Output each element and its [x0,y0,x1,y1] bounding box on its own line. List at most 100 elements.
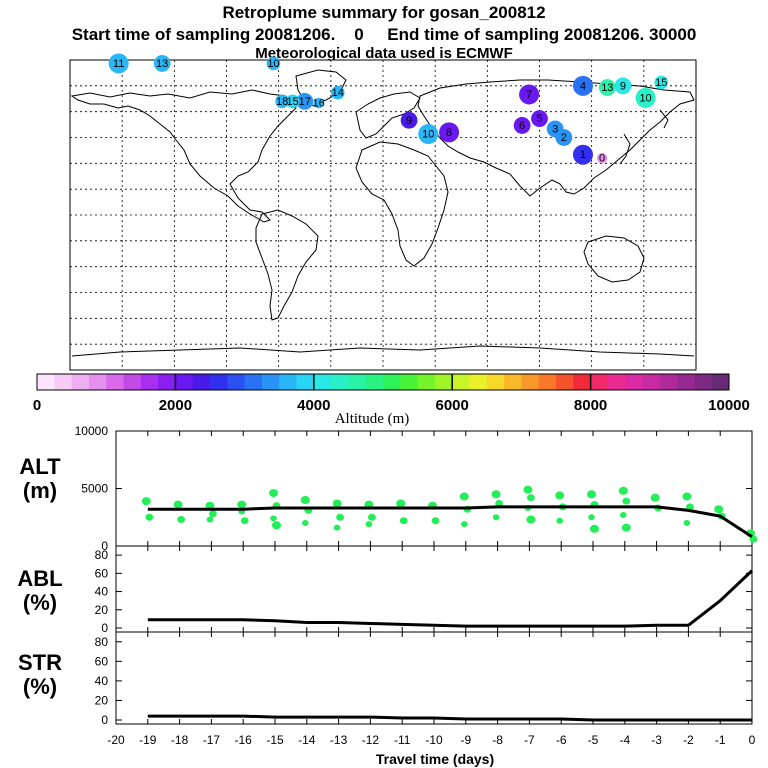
x-tick-label: 0 [749,733,756,747]
colorbar-cell [711,374,730,390]
alt-scatter-point [622,497,631,505]
x-tick-label: -3 [651,733,662,747]
alt-scatter-point [336,513,344,521]
alt-plot: 10000 5000 0 [75,424,758,553]
x-tick-label: -9 [460,733,471,747]
alt-mean-line [147,505,753,539]
colorbar-cell [331,374,349,390]
time-series-panels: ALT (m) ABL (%) STR (%) 10000 5000 0 80 60 4… [17,424,758,767]
sampling-times: Start time of sampling 20081206. 0 End t… [71,25,697,44]
map-point [531,110,548,127]
y-tick-label: 0 [101,621,108,635]
y-tick-label: 60 [95,654,109,668]
map-point-label: 15 [286,96,298,108]
map-point-label: 6 [519,120,525,132]
map-point-label: 10 [639,92,651,104]
colorbar-cell [88,374,107,390]
map-point [313,97,324,109]
map-point [635,87,656,108]
y-tick-label: 20 [95,693,109,707]
colorbar-cell [37,374,55,390]
abl-ylabel-line2: (%) [23,590,57,615]
x-tick-label: -10 [425,733,443,747]
map-point [572,75,593,96]
alt-scatter-point [396,499,406,508]
colorbar-cell [123,374,142,390]
alt-scatter-point [333,524,341,531]
map-point [330,85,345,100]
alt-scatter-point [492,514,500,521]
map-point-label: 2 [561,132,567,144]
colorbar-cell [590,374,609,390]
x-tick-label: -17 [203,733,221,747]
map-point-label: 0 [599,153,605,165]
colorbar-tick-label: 10000 [708,397,750,414]
colorbar-tick-label: 6000 [436,397,469,414]
y-tick-label: 5000 [81,482,108,496]
map-point [108,53,129,74]
colorbar-cell [521,374,540,390]
map-point-label: 16 [313,98,325,110]
colorbar-cell [659,374,678,390]
alt-scatter-point [269,489,278,498]
x-tick-label: -19 [139,733,157,747]
alt-scatter-point [587,490,596,499]
colorbar-cell [417,374,436,390]
map-point-label: 18 [276,96,288,108]
alt-scatter-point [526,515,536,524]
colorbar-tick-label: 4000 [297,397,330,414]
alt-ylabel-line1: ALT [19,454,61,479]
x-tick-label: -16 [235,733,253,747]
map-point-label: 14 [332,87,344,99]
map-point [596,152,608,164]
alt-scatter-point [300,496,310,504]
colorbar-cell [244,374,263,390]
str-ylabel-line2: (%) [23,674,57,699]
colorbar-cell [71,374,90,390]
colorbar-cell [504,374,522,390]
colorbar-cell [383,374,401,390]
alt-scatter-point [491,490,501,499]
alt-scatter-point [461,521,468,528]
map-point-label: 4 [580,80,586,92]
colorbar-tick-label: 0 [33,397,41,414]
x-tick-label: -20 [107,733,125,747]
map-point-label: 5 [536,113,542,125]
x-tick-label: -6 [556,733,567,747]
y-tick-label: 40 [95,585,109,599]
colorbar-frame [36,373,730,391]
alt-scatter-point [173,500,183,509]
colorbar-cell [642,374,661,390]
abl-ylabel-line1: ABL [17,566,62,591]
colorbar-tick-label: 2000 [159,397,192,414]
x-tick-label: -8 [492,733,503,747]
alt-ylabel-line2: (m) [23,478,57,503]
str-plot: 80 60 40 20 0 [95,632,752,727]
y-tick-label: 80 [95,548,109,562]
x-axis: -20 -19 -18 -17 -16 -15 -14 -13 -12 -11 -10 -9 -8 -7-… [107,733,755,747]
colorbar-tick-label: 8000 [574,397,607,414]
x-tick-label: -11 [394,733,411,747]
alt-scatter-point [365,521,373,528]
alt-scatter-point [683,520,691,526]
map-point [285,94,300,109]
map-point-label: 1 [580,149,586,161]
colorbar-cell [625,374,643,390]
alt-scatter-point [209,510,217,518]
colorbar-cell [227,374,246,390]
map-point [153,55,171,72]
x-tick-label: -18 [171,733,189,747]
alt-scatter-point [650,493,660,502]
alt-scatter-point [206,516,214,523]
map-point [439,122,460,143]
colorbar-cell [210,374,228,390]
alt-scatter-point [588,514,595,521]
x-tick-label: -15 [266,733,284,747]
x-tick-label: -14 [298,733,316,747]
alt-scatter-point [431,517,440,525]
map-point-label: 11 [113,58,124,70]
alt-scatter-point [237,500,247,509]
colorbar-cell [365,374,384,390]
